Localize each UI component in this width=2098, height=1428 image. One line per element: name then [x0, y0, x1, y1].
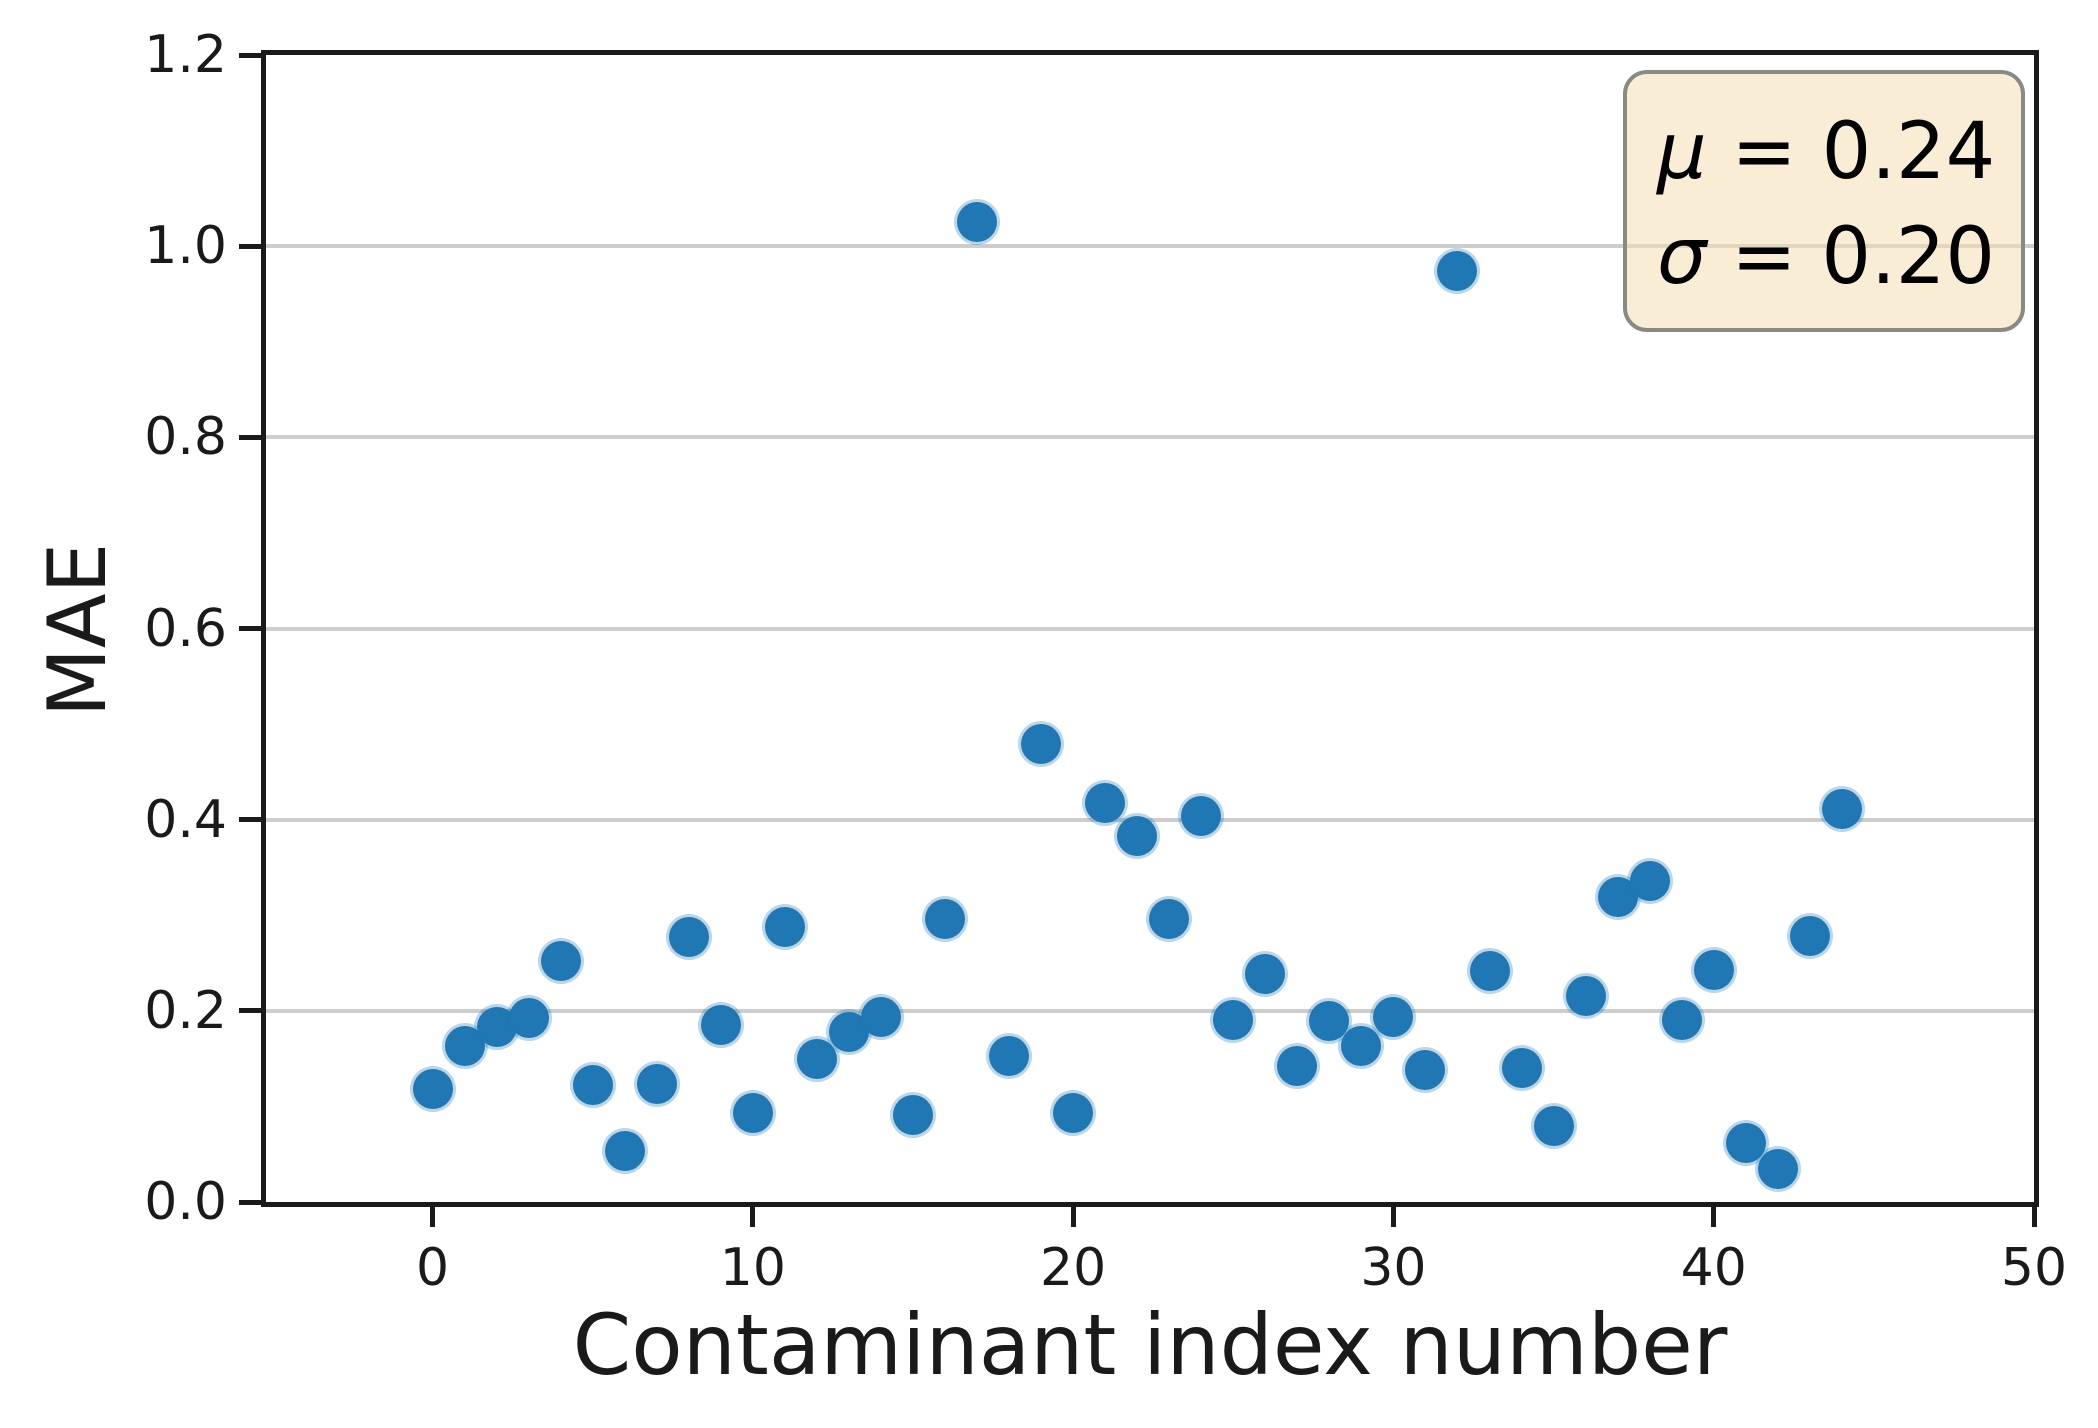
data-point: [1277, 1046, 1318, 1087]
data-point: [412, 1069, 453, 1110]
data-point: [1661, 1000, 1702, 1041]
data-point: [1437, 251, 1478, 292]
h-gridline: [266, 435, 2034, 440]
data-point: [1309, 1001, 1350, 1042]
data-point: [1085, 783, 1126, 824]
data-point: [1565, 975, 1606, 1016]
x-tick-label: 0: [416, 1238, 450, 1298]
legend-box: μ = 0.24 σ = 0.20: [1623, 70, 2025, 332]
data-point: [636, 1064, 677, 1105]
data-point: [508, 998, 549, 1039]
x-tick-mark: [750, 1205, 756, 1227]
x-tick-mark: [2031, 1205, 2037, 1227]
legend-line-mu: μ = 0.24: [1657, 100, 2021, 205]
y-tick-label: 0.0: [144, 1172, 227, 1232]
y-tick-mark: [239, 243, 261, 249]
h-gridline: [266, 244, 2034, 249]
data-point: [1181, 795, 1222, 836]
data-point: [892, 1095, 933, 1136]
y-tick-mark: [239, 434, 261, 440]
x-tick-label: 20: [1040, 1238, 1107, 1298]
data-point: [572, 1065, 613, 1106]
data-point: [1053, 1093, 1094, 1134]
data-point: [764, 906, 805, 947]
data-point: [1021, 724, 1062, 765]
data-point: [1373, 996, 1414, 1037]
data-point: [1501, 1048, 1542, 1089]
data-point: [668, 917, 709, 958]
y-tick-mark: [239, 1008, 261, 1014]
data-point: [925, 899, 965, 940]
x-tick-mark: [1711, 1205, 1717, 1227]
y-tick-label: 0.2: [144, 980, 227, 1041]
data-point: [989, 1035, 1030, 1076]
data-point: [796, 1038, 837, 1079]
x-tick-mark: [1070, 1205, 1076, 1227]
legend-line-sigma: σ = 0.20: [1657, 205, 2021, 310]
data-point: [1789, 916, 1830, 957]
data-point: [1533, 1106, 1574, 1147]
data-point: [1629, 860, 1670, 901]
mu-value: = 0.24: [1706, 107, 1996, 197]
x-tick-label: 40: [1680, 1238, 1747, 1298]
h-gridline: [266, 817, 2034, 822]
data-point: [700, 1005, 741, 1046]
x-tick-label: 10: [719, 1238, 786, 1298]
data-point: [1405, 1050, 1446, 1091]
data-point: [732, 1093, 773, 1134]
x-tick-mark: [1390, 1205, 1396, 1227]
data-point: [1469, 950, 1510, 991]
h-gridline: [266, 1008, 2034, 1013]
y-tick-mark: [239, 52, 261, 58]
data-point: [1821, 789, 1862, 830]
data-point: [1149, 899, 1190, 940]
plot-area: [261, 50, 2039, 1207]
y-tick-mark: [239, 1199, 261, 1205]
y-tick-label: 1.0: [144, 216, 227, 277]
mu-symbol: μ: [1657, 107, 1707, 197]
data-point: [1693, 949, 1734, 990]
sigma-value: = 0.20: [1706, 212, 1996, 302]
sigma-symbol: σ: [1657, 212, 1707, 302]
data-point: [1725, 1122, 1766, 1163]
y-tick-label: 0.8: [144, 407, 227, 468]
data-point: [860, 996, 901, 1037]
data-point: [1117, 815, 1158, 856]
data-point: [1757, 1148, 1798, 1189]
data-point: [957, 202, 998, 243]
y-tick-label: 0.6: [144, 598, 227, 659]
y-tick-label: 0.4: [144, 789, 227, 850]
x-tick-label: 50: [2000, 1238, 2068, 1298]
data-point: [604, 1131, 645, 1172]
data-point: [1341, 1026, 1382, 1067]
y-tick-mark: [239, 626, 261, 631]
data-point: [1245, 953, 1286, 994]
x-tick-mark: [430, 1205, 436, 1227]
data-point: [1213, 1000, 1254, 1041]
y-tick-label: 1.2: [144, 25, 227, 85]
data-point: [540, 941, 581, 982]
y-tick-mark: [239, 817, 261, 823]
x-axis-label: Contaminant index number: [572, 1296, 1728, 1394]
x-tick-label: 30: [1360, 1238, 1427, 1298]
h-gridline: [266, 626, 2034, 631]
